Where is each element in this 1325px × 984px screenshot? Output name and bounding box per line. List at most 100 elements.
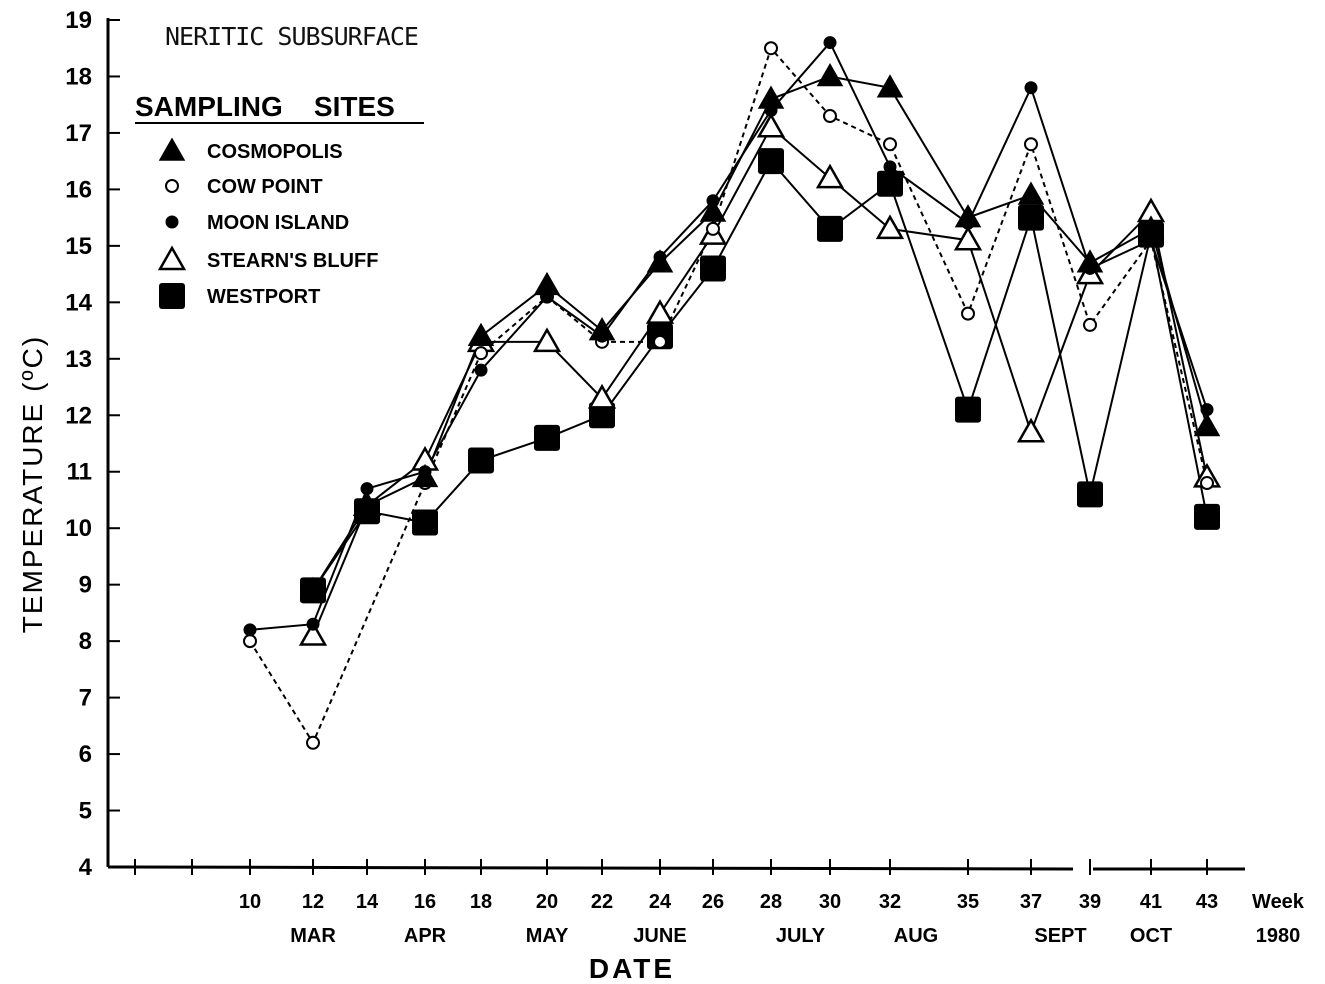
data-point-moon-island [474,363,488,377]
legend-label: COSMOPOLIS [207,141,343,163]
data-point-cosmopolis [588,317,616,341]
y-tick-label: 17 [65,120,92,147]
x-tick-label: 37 [1020,891,1042,913]
y-tick-label: 14 [65,289,92,316]
x-tick-label: 14 [356,891,379,913]
data-point-stearn-s-bluff [532,327,562,353]
data-point-cosmopolis [1193,413,1221,437]
data-point-stearn-s-bluff [298,620,328,646]
x-tick-label: 12 [302,891,324,913]
x-tick-label: 10 [239,891,261,913]
chart-title: NERITIC SUBSURFACE [165,22,418,51]
data-point-moon-island [306,617,320,631]
x-tick-label: 32 [879,891,901,913]
data-point-westport [468,447,494,474]
legend: SAMPLING SITES COSMOPOLIS COW POINT MOON I… [135,91,424,309]
data-point-cow-point [474,346,488,361]
data-point-cow-point [1024,137,1038,152]
data-point-stearn-s-bluff [1016,417,1046,443]
data-point-stearn-s-bluff [756,112,786,138]
data-point-cosmopolis [954,204,982,228]
data-point-stearn-s-bluff [953,225,983,251]
data-point-cosmopolis [1076,249,1104,273]
data-point-moon-island [883,160,897,174]
data-point-moon-island [360,482,374,496]
data-point-westport [589,402,615,429]
legend-marker-westport [159,283,185,309]
y-tick-label: 15 [65,233,92,260]
data-point-westport [412,509,438,536]
x-tick-label: 18 [470,891,492,913]
y-axis-title: TEMPERATURE (ºC) [17,335,48,633]
month-label: JUNE [633,925,686,947]
month-label: APR [404,925,447,947]
x-tick-label: 26 [702,891,724,913]
data-point-cosmopolis [533,271,561,296]
series-layer [243,36,1222,750]
data-point-cow-point [706,221,720,236]
data-point-westport [955,396,981,423]
x-tick-label: 30 [819,891,841,913]
data-point-cosmopolis [1017,181,1045,205]
data-point-cosmopolis [816,62,844,87]
y-tick-label: 6 [79,741,92,768]
data-point-stearn-s-bluff [587,383,617,409]
x-tick-label: 16 [414,891,436,913]
y-tick-label: 11 [67,459,92,486]
y-tick-label: 8 [79,628,92,655]
data-point-cosmopolis [353,492,381,516]
month-label: OCT [1130,925,1172,947]
data-point-westport [817,215,843,242]
data-point-cosmopolis [876,74,904,98]
x-tick-label: 28 [760,891,782,913]
series-line-cosmopolis [312,75,1208,591]
legend-marker-cow-point [165,179,179,193]
data-point-moon-island [243,623,257,637]
data-point-cosmopolis [646,249,674,273]
x-axis-title: DATE [589,953,675,984]
data-point-stearn-s-bluff [815,163,845,189]
month-label: JULY [776,925,826,947]
data-point-cosmopolis [467,322,495,346]
y-tick-label: 18 [65,63,92,90]
y-tick-label: 13 [65,346,92,373]
data-point-westport [877,170,903,197]
data-point-westport [1018,204,1044,231]
data-point-moon-island [1024,81,1038,95]
legend-marker-stearn-s-bluff [157,245,187,271]
data-point-cosmopolis [411,463,439,488]
series-line-moon-island [249,40,1208,631]
data-point-westport [1077,481,1103,508]
series-line-westport [312,159,1208,591]
x-unit-label: Week [1252,891,1305,913]
data-point-westport [758,148,784,175]
legend-label: WESTPORT [207,286,320,308]
y-tick-label: 12 [65,402,92,429]
x-tick-label: 35 [957,891,979,913]
legend-marker-moon-island [165,215,179,229]
data-point-moon-island [1200,403,1214,417]
data-point-westport [700,255,726,282]
y-tick-label: 10 [65,515,92,542]
y-tick-label: 16 [65,176,92,203]
data-point-cow-point [961,306,975,321]
data-point-cow-point [306,735,320,750]
data-point-cosmopolis [757,85,785,109]
month-label: MAR [290,925,336,947]
legend-title: SAMPLING SITES [135,91,395,122]
y-tick-label: 9 [79,572,92,599]
data-point-cow-point [823,108,837,123]
y-tick-label: 5 [79,798,92,825]
data-point-stearn-s-bluff [875,214,905,240]
data-point-cosmopolis [299,576,327,601]
data-point-cosmopolis [1137,215,1165,239]
x-tick-label: 43 [1196,891,1218,913]
x-tick-label: 24 [649,891,672,913]
data-point-westport [1194,503,1220,530]
x-tick-label: 39 [1079,891,1101,913]
data-point-cow-point [883,137,897,152]
legend-label: MOON ISLAND [207,212,349,234]
y-tick-label: 7 [79,685,92,712]
x-tick-label: 22 [591,891,613,913]
